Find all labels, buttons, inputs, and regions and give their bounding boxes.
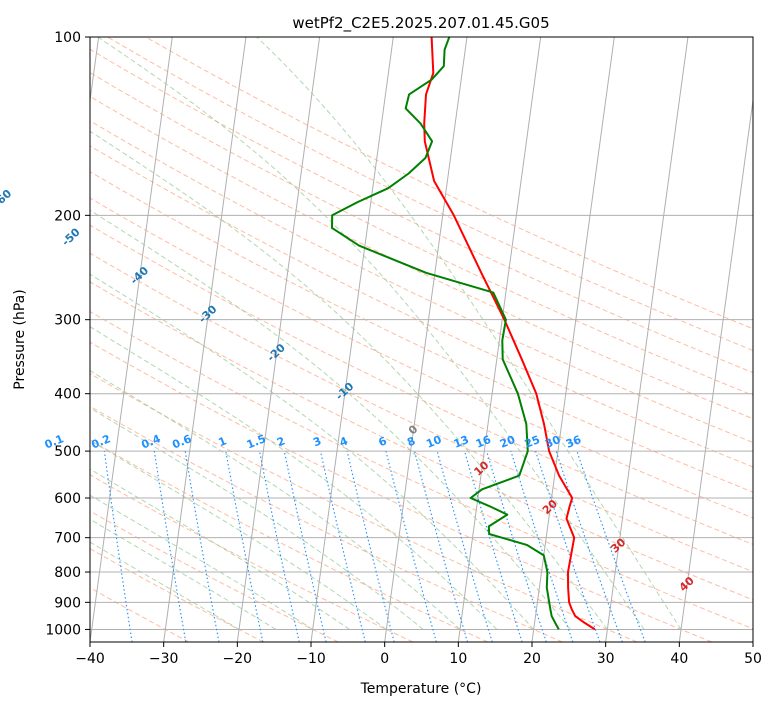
dry-adiabat-line [107,37,753,352]
y-tick-label: 400 [54,387,81,403]
isotherm-line [531,37,615,642]
x-tick-label: 30 [597,651,615,667]
x-tick-label: 20 [523,651,541,667]
moist-adiabat-line [90,273,535,630]
chart-title: wetPf2_C2E5.2025.207.01.45.G05 [292,14,549,33]
dry-adiabat-line [90,71,753,396]
x-tick-label: −10 [296,651,326,667]
mixing-ratio-label: 30 [543,433,562,451]
x-tick-label: 40 [670,651,688,667]
y-tick-label: 800 [54,565,81,581]
y-tick-label: 900 [54,595,81,611]
dry-adiabat-line [90,373,638,642]
mixing-ratio-line [436,450,493,642]
y-tick-label: 1000 [45,622,81,638]
mixing-ratio-line [319,450,366,642]
mixing-ratio-label: 2 [275,434,287,449]
mixing-ratio-line [510,450,574,642]
mixing-ratio-label: 36 [564,433,583,451]
mixing-ratio-label: 16 [474,433,493,451]
mixing-ratio-line [385,450,437,642]
moist-adiabat-line [90,326,498,630]
temperature-profile-line [423,37,596,631]
mixing-ratio-label: 3 [311,434,323,449]
y-tick-label: 600 [54,491,81,507]
y-tick-label: 500 [54,444,81,460]
isotherm-line [236,37,321,642]
x-tick-label: 10 [449,651,467,667]
dry-adiabat-line [145,37,753,330]
mixing-ratio-line [283,450,327,642]
isotherm-line [678,96,753,642]
isotherm-line [605,37,689,642]
mixing-ratio-line [346,450,395,642]
mixing-ratio-line [258,450,300,642]
dry-adiabat-line [90,405,563,642]
isotherm-label: -50 [59,225,83,248]
x-tick-label: −20 [223,651,253,667]
mixing-ratio-line [464,450,523,642]
y-axis-label: Pressure (hPa) [12,289,28,389]
dewpoint-profile-line [331,37,560,630]
moist-adiabat-line [90,209,571,630]
isotherm-line [90,37,173,642]
y-tick-label: 100 [54,30,81,46]
mixing-ratio-line [103,451,133,642]
isotherm-line [752,638,753,642]
dry-adiabat-line [90,197,753,519]
isotherm-line [163,37,247,642]
mixing-ratio-label: 1 [216,434,228,449]
moist-adiabat-line [90,439,387,630]
isotherm-label: -60 [0,187,15,210]
mixing-ratio-line [225,451,264,642]
x-tick-label: 0 [380,651,389,667]
dry-adiabat-line [90,224,753,545]
isotherm-line [90,37,100,105]
mixing-ratio-line [535,450,601,642]
plot-frame [89,36,754,643]
moist-adiabat-line [90,541,240,630]
y-tick-label: 300 [54,313,81,329]
isotherm-line [310,37,394,642]
isotherm-line [384,37,468,642]
moist-adiabat-line [256,37,682,630]
mixing-ratio-label: 8 [405,434,417,449]
y-tick-label: 200 [54,208,81,224]
dry-adiabat-line [90,48,753,374]
isotherm-line [457,37,542,642]
dry-adiabat-line [90,439,488,642]
moist-adiabat-line [90,518,277,630]
mixing-ratio-label: 20 [498,433,517,451]
x-tick-label: −40 [75,651,105,667]
mixing-ratio-label: 25 [523,433,542,451]
x-tick-label: −30 [149,651,179,667]
moist-adiabat-line [97,37,645,630]
moist-adiabat-line [90,130,608,630]
dry-adiabat-line [90,310,753,630]
moist-adiabat-line [90,407,424,630]
mixing-ratio-label: 10 [424,433,443,451]
x-tick-label: 50 [744,651,762,667]
mixing-ratio-label: 13 [452,433,471,451]
plot-area [90,37,753,642]
mixing-ratio-line [576,450,646,642]
mixing-ratio-line [413,450,469,642]
dry-adiabat-line [90,548,264,642]
moist-adiabat-line [90,468,350,630]
mixing-ratio-line [486,450,547,642]
y-tick-label: 700 [54,531,81,547]
dry-adiabat-line [90,95,753,420]
x-axis-label: Temperature (°C) [360,681,482,697]
